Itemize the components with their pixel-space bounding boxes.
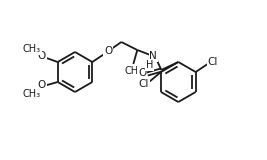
Text: CH₃: CH₃ — [23, 89, 41, 99]
Text: CH₃: CH₃ — [23, 44, 41, 54]
Text: N: N — [150, 51, 157, 61]
Text: CH₃: CH₃ — [124, 66, 142, 76]
Text: O: O — [138, 68, 146, 78]
Text: O: O — [38, 80, 46, 90]
Text: O: O — [38, 51, 46, 61]
Text: Cl: Cl — [207, 57, 218, 67]
Text: Cl: Cl — [139, 79, 149, 89]
Text: O: O — [104, 46, 112, 56]
Text: H: H — [146, 60, 153, 70]
